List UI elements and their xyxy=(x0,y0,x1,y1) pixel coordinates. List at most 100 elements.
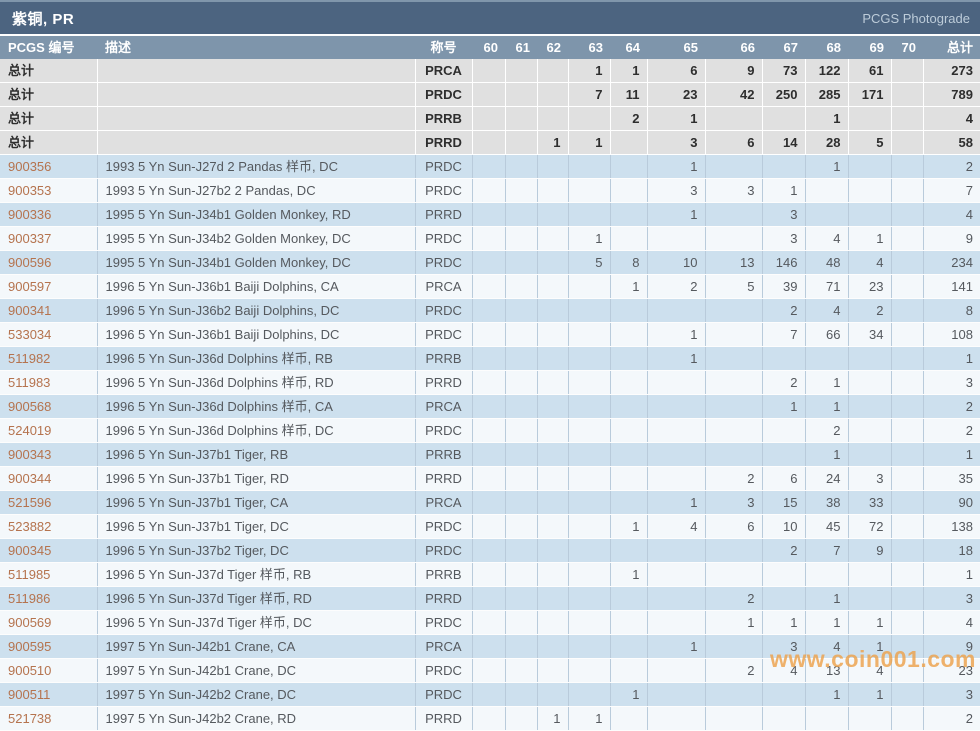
designation-cell: PRCA xyxy=(415,634,473,659)
designation-cell: PRRB xyxy=(415,346,473,371)
grade-count-cell xyxy=(505,610,538,635)
pcgs-number-link[interactable]: 900595 xyxy=(8,639,52,654)
total-column-header: 总计 xyxy=(923,36,980,59)
grade-count-cell xyxy=(472,586,506,611)
pcgs-number-link[interactable]: 900510 xyxy=(8,663,52,678)
row-total: 2 xyxy=(923,706,980,731)
grade-count-cell: 5 xyxy=(705,274,763,299)
grade-count-cell: 1 xyxy=(647,202,706,227)
table-row: 900343 1996 5 Yn Sun-J37b1 Tiger, RB PRRB 1… xyxy=(0,442,980,467)
grade-count-cell xyxy=(537,298,569,323)
grade-count-cell xyxy=(568,394,611,419)
grade-column-header: 60 xyxy=(472,36,505,59)
pcgs-number-link[interactable]: 900343 xyxy=(8,447,52,462)
grade-count-cell xyxy=(647,586,706,611)
pcgs-number-cell: 533034 xyxy=(0,322,98,347)
pcgs-number-link[interactable]: 521596 xyxy=(8,495,52,510)
row-total: 2 xyxy=(923,394,980,419)
grade-count-cell: 1 xyxy=(848,226,892,251)
pcgs-number-link[interactable]: 900344 xyxy=(8,471,52,486)
grade-count-cell xyxy=(537,322,569,347)
grade-count-cell xyxy=(891,466,924,491)
grade-count-cell xyxy=(891,82,924,107)
grade-count-cell xyxy=(848,442,892,467)
grade-count-cell xyxy=(568,682,611,707)
grade-count-cell: 4 xyxy=(647,514,706,539)
grade-count-cell xyxy=(505,634,538,659)
grade-count-cell xyxy=(568,370,611,395)
pcgs-number-link[interactable]: 900568 xyxy=(8,399,52,414)
row-total: 3 xyxy=(923,586,980,611)
row-total: 23 xyxy=(923,658,980,683)
pcgs-number-link[interactable]: 900341 xyxy=(8,303,52,318)
pcgs-number-link[interactable]: 511983 xyxy=(8,375,51,390)
grade-count-cell: 2 xyxy=(705,586,763,611)
grade-count-cell: 34 xyxy=(848,322,892,347)
pcgs-number-link[interactable]: 900336 xyxy=(8,207,52,222)
grade-count-cell xyxy=(610,634,648,659)
pcgs-number-link[interactable]: 511982 xyxy=(8,351,51,366)
grade-count-cell xyxy=(705,370,763,395)
pcgs-number-cell: 900341 xyxy=(0,298,98,323)
designation-cell: PRDC xyxy=(415,154,473,179)
grade-count-cell xyxy=(647,226,706,251)
pcgs-number-link[interactable]: 900597 xyxy=(8,279,52,294)
pcgs-number-link[interactable]: 533034 xyxy=(8,327,52,342)
pcgs-number-cell: 900569 xyxy=(0,610,98,635)
grade-count-cell xyxy=(505,586,538,611)
row-total: 273 xyxy=(923,59,980,83)
description-cell: 1996 5 Yn Sun-J37d Tiger 样币, RD xyxy=(97,586,416,611)
pcgs-number-link[interactable]: 900353 xyxy=(8,183,52,198)
row-total: 1 xyxy=(923,442,980,467)
table-row: 900569 1996 5 Yn Sun-J37d Tiger 样币, DC PRD… xyxy=(0,610,980,635)
pcgs-number-cell: 521738 xyxy=(0,706,98,731)
pcgs-number-link[interactable]: 524019 xyxy=(8,423,52,438)
grade-count-cell xyxy=(610,490,648,515)
grade-column-header: 65 xyxy=(647,36,705,59)
grade-count-cell xyxy=(805,178,849,203)
table-row: 900510 1997 5 Yn Sun-J42b1 Crane, DC PRDC 2… xyxy=(0,658,980,683)
grade-count-cell xyxy=(472,346,506,371)
grade-column-header: 63 xyxy=(568,36,610,59)
pcgs-number-link[interactable]: 511985 xyxy=(8,567,51,582)
pcgs-number-link[interactable]: 900596 xyxy=(8,255,52,270)
grade-count-cell xyxy=(891,490,924,515)
photograde-link[interactable]: PCGS Photograde xyxy=(862,10,970,26)
pcgs-number-cell: 900596 xyxy=(0,250,98,275)
grade-count-cell xyxy=(848,202,892,227)
pcgs-number-link[interactable]: 900511 xyxy=(8,687,51,702)
pcgs-number-link[interactable]: 900345 xyxy=(8,543,52,558)
grade-count-cell xyxy=(705,322,763,347)
grade-column-header: 66 xyxy=(705,36,762,59)
grade-count-cell xyxy=(891,274,924,299)
designation-cell: PRRB xyxy=(415,442,473,467)
grade-count-cell xyxy=(472,538,506,563)
grade-count-cell xyxy=(568,274,611,299)
grade-count-cell: 1 xyxy=(762,394,806,419)
grade-count-cell xyxy=(647,418,706,443)
grade-count-cell xyxy=(891,250,924,275)
description-cell: 1996 5 Yn Sun-J36d Dolphins 样币, DC xyxy=(97,418,416,443)
pcgs-number-link[interactable]: 900569 xyxy=(8,615,52,630)
grade-count-cell: 6 xyxy=(705,130,763,155)
grade-count-cell xyxy=(568,322,611,347)
pcgs-number-link[interactable]: 900356 xyxy=(8,159,52,174)
summary-designation: PRDC xyxy=(415,82,473,107)
pcgs-number-link[interactable]: 511986 xyxy=(8,591,51,606)
pcgs-number-cell: 900353 xyxy=(0,178,98,203)
grade-count-cell xyxy=(568,610,611,635)
grade-count-cell: 6 xyxy=(762,466,806,491)
grade-count-cell: 33 xyxy=(848,490,892,515)
grade-count-cell xyxy=(472,226,506,251)
pcgs-number-link[interactable]: 521738 xyxy=(8,711,52,726)
page-title: 紫铜, PR xyxy=(12,10,75,28)
grade-count-cell: 10 xyxy=(762,514,806,539)
grade-count-cell xyxy=(805,202,849,227)
table-row: 900356 1993 5 Yn Sun-J27d 2 Pandas 样币, DC… xyxy=(0,154,980,179)
description-cell: 1997 5 Yn Sun-J42b2 Crane, DC xyxy=(97,682,416,707)
pcgs-number-link[interactable]: 523882 xyxy=(8,519,52,534)
grade-count-cell xyxy=(647,538,706,563)
pcgs-number-link[interactable]: 900337 xyxy=(8,231,52,246)
row-total: 138 xyxy=(923,514,980,539)
grade-count-cell xyxy=(505,322,538,347)
